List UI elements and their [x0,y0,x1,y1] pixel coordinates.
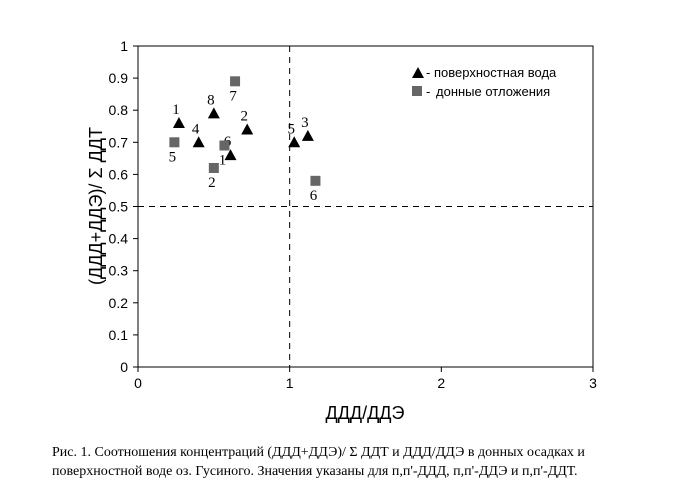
triangle-point [301,129,314,141]
legend: - поверхностная вода - донные отложения [412,65,557,99]
point-label: 4 [192,121,200,137]
legend-square-marker [412,86,422,96]
y-tick-label: 0.8 [109,102,129,118]
y-tick-label: 0.4 [109,231,129,247]
point-label: 2 [208,175,216,191]
x-tick-label: 2 [437,375,445,391]
y-tick-label: 0.7 [109,134,129,150]
square-point [208,162,219,173]
triangle-point [288,136,301,148]
legend-label: донные отложения [436,84,550,99]
point-label: 7 [229,88,237,104]
y-tick-label: 1 [120,38,128,54]
triangle-point [207,107,220,119]
point-label: 5 [287,121,295,137]
reference-lines [138,46,593,367]
point-label: 1 [172,102,180,118]
point-label: 3 [301,115,309,131]
x-tick-label: 0 [134,375,142,391]
legend-label: поверхностная вода [434,65,557,80]
y-tick-label: 0.2 [109,295,129,311]
x-axis: 0 1 2 3 [134,367,597,391]
legend-dash: - [426,84,434,99]
triangle-point [241,123,254,135]
point-label: 8 [207,92,215,108]
point-label: 2 [240,108,248,124]
triangle-point [224,149,237,161]
square-point [230,76,241,87]
triangle-point [192,136,205,148]
legend-triangle-marker [412,67,424,78]
point-label: 5 [169,149,177,165]
caption-line-2: поверхностной воде оз. Гусиного. Значени… [52,464,578,479]
x-tick-label: 3 [589,375,597,391]
y-tick-label: 0.6 [109,166,129,182]
y-tick-label: 0.1 [109,327,129,343]
legend-item-sediments: - донные отложения [412,84,550,99]
y-tick-label: 0.9 [109,70,129,86]
x-tick-label: 1 [286,375,294,391]
point-label: 1 [219,153,227,169]
y-axis-title: (ДДД+ДДЭ)/ Σ ДДТ [86,127,106,285]
data-points: 123456812567 [169,76,321,204]
y-tick-label: 0.5 [109,199,129,215]
square-point [169,137,180,148]
y-axis: 0 0.1 0.2 0.3 0.4 0.5 0.6 0.7 0.8 0.9 1 [109,38,138,375]
square-point [310,175,321,186]
square-point [219,140,230,151]
x-axis-title: ДДД/ДДЭ [326,403,405,423]
y-tick-label: 0.3 [109,263,129,279]
point-label: 6 [310,188,318,204]
legend-item-surface-water: - поверхностная вода [412,65,557,80]
legend-dash: - [426,65,430,80]
figure-caption: Рис. 1. Соотношения концентраций (ДДД+ДД… [52,443,692,481]
caption-line-1: Рис. 1. Соотношения концентраций (ДДД+ДД… [52,445,585,460]
triangle-point [172,117,185,129]
y-tick-label: 0 [120,359,128,375]
